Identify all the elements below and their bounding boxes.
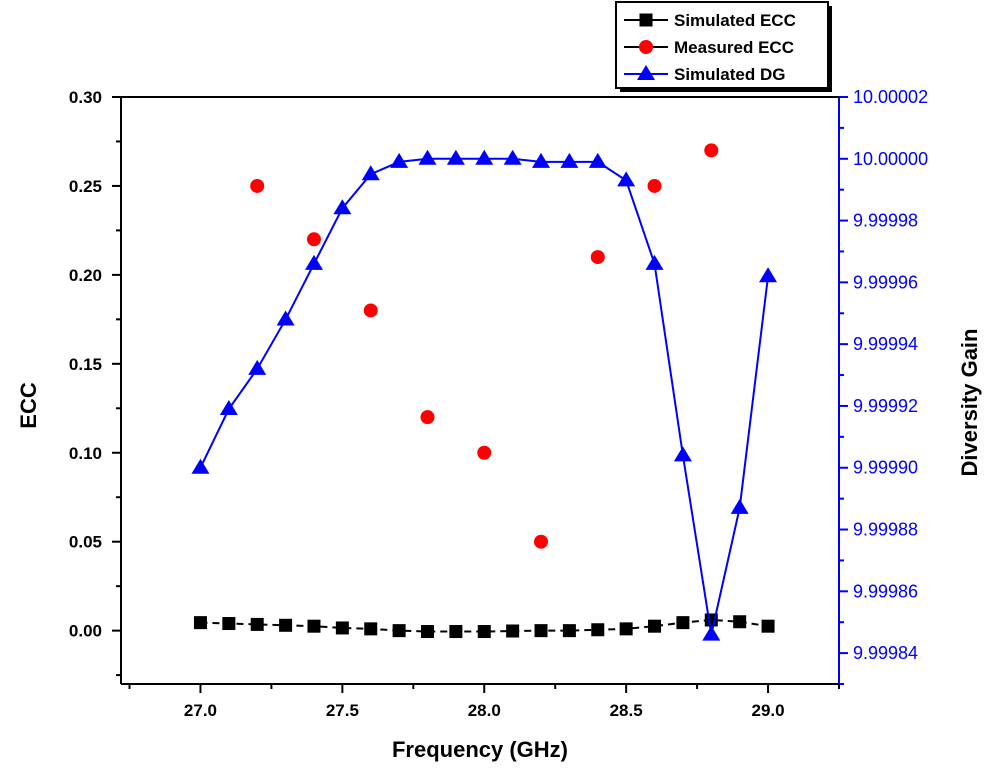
data-point-simulated-dg bbox=[503, 149, 522, 165]
x-axis: 27.0 27.5 28.0 28.5 29.0 bbox=[128, 684, 840, 720]
data-point-simulated-ecc bbox=[761, 619, 775, 633]
data-point-measured-ecc bbox=[363, 303, 378, 318]
data-point-simulated-ecc bbox=[335, 621, 349, 635]
data-point-simulated-ecc bbox=[591, 623, 605, 637]
data-point-simulated-dg bbox=[418, 149, 437, 165]
x-axis-title: Frequency (GHz) bbox=[392, 737, 568, 762]
legend-label-simulated-dg: Simulated DG bbox=[674, 65, 785, 84]
y2-tick-label: 9.99994 bbox=[853, 334, 918, 354]
data-point-simulated-dg bbox=[304, 254, 323, 270]
data-point-simulated-ecc bbox=[420, 625, 434, 639]
y-tick-label: 0.20 bbox=[69, 266, 102, 285]
data-point-measured-ecc bbox=[704, 143, 719, 158]
data-point-simulated-dg bbox=[191, 458, 210, 474]
data-point-simulated-ecc bbox=[250, 617, 264, 631]
y2-tick-label: 9.99988 bbox=[853, 520, 918, 540]
data-point-simulated-ecc bbox=[392, 624, 406, 638]
data-point-simulated-dg bbox=[248, 359, 267, 375]
data-point-simulated-dg bbox=[645, 254, 664, 270]
data-point-simulated-dg bbox=[333, 199, 352, 215]
data-point-measured-ecc bbox=[420, 410, 435, 425]
data-point-simulated-dg bbox=[219, 400, 238, 416]
legend-marker-simulated-ecc bbox=[639, 13, 653, 27]
data-point-simulated-dg bbox=[673, 446, 692, 462]
series-line-simulated-dg bbox=[199, 157, 770, 635]
series-measured-ecc bbox=[250, 143, 719, 549]
data-point-simulated-ecc bbox=[648, 619, 662, 633]
data-point-simulated-dg bbox=[560, 152, 579, 168]
data-point-measured-ecc bbox=[647, 178, 662, 193]
data-point-measured-ecc bbox=[590, 250, 605, 265]
y2-tick-label: 10.00000 bbox=[853, 149, 928, 169]
legend-marker-measured-ecc bbox=[639, 40, 653, 54]
data-point-simulated-ecc bbox=[477, 625, 491, 639]
data-point-simulated-ecc bbox=[562, 624, 576, 638]
data-point-simulated-dg bbox=[390, 152, 409, 168]
data-point-simulated-ecc bbox=[506, 624, 520, 638]
y2-tick-label: 9.99998 bbox=[853, 211, 918, 231]
data-point-simulated-ecc bbox=[733, 615, 747, 629]
x-tick-label: 27.5 bbox=[326, 701, 359, 720]
data-point-simulated-ecc bbox=[619, 622, 633, 636]
x-tick-label: 28.0 bbox=[468, 701, 501, 720]
legend-marker-simulated-dg bbox=[637, 65, 655, 80]
y-tick-label: 0.15 bbox=[69, 355, 102, 374]
y2-tick-label: 9.99984 bbox=[853, 643, 918, 663]
series-simulated-ecc bbox=[193, 613, 775, 639]
data-point-simulated-dg bbox=[702, 625, 721, 641]
y-tick-label: 0.05 bbox=[69, 533, 102, 552]
x-tick-label: 27.0 bbox=[184, 701, 217, 720]
data-point-simulated-ecc bbox=[364, 622, 378, 636]
data-point-simulated-dg bbox=[617, 171, 636, 187]
y2-tick-label: 9.99992 bbox=[853, 396, 918, 416]
series-layer bbox=[191, 143, 778, 641]
y2-tick-label: 9.99996 bbox=[853, 272, 918, 292]
data-point-simulated-ecc bbox=[222, 617, 236, 631]
data-point-measured-ecc bbox=[306, 232, 321, 247]
data-point-simulated-dg bbox=[276, 310, 295, 326]
data-point-simulated-dg bbox=[759, 267, 778, 283]
y-tick-label: 0.30 bbox=[69, 88, 102, 107]
data-point-simulated-ecc bbox=[279, 618, 293, 632]
data-point-measured-ecc bbox=[250, 178, 265, 193]
data-point-simulated-dg bbox=[446, 149, 465, 165]
y2-tick-label: 9.99990 bbox=[853, 458, 918, 478]
y2-tick-label: 10.00002 bbox=[853, 87, 928, 107]
data-point-simulated-ecc bbox=[449, 625, 463, 639]
data-point-measured-ecc bbox=[534, 534, 549, 549]
series-simulated-dg bbox=[191, 149, 778, 641]
data-point-simulated-dg bbox=[361, 165, 380, 181]
x-tick-label: 28.5 bbox=[610, 701, 643, 720]
legend-label-measured-ecc: Measured ECC bbox=[674, 38, 794, 57]
legend: Simulated ECC Measured ECC Simulated DG bbox=[615, 1, 832, 92]
x-tick-label: 29.0 bbox=[752, 701, 785, 720]
data-point-simulated-dg bbox=[532, 152, 551, 168]
data-point-simulated-dg bbox=[475, 149, 494, 165]
data-point-measured-ecc bbox=[477, 445, 492, 460]
y2-tick-label: 9.99986 bbox=[853, 581, 918, 601]
y-axis-right: 9.99984 9.99986 9.99988 9.99990 9.99992 9.999… bbox=[839, 87, 928, 685]
series-line-simulated-ecc bbox=[200, 618, 769, 633]
y-axis-title: ECC bbox=[16, 382, 41, 429]
y-tick-label: 0.10 bbox=[69, 444, 102, 463]
data-point-simulated-dg bbox=[730, 498, 749, 514]
legend-label-simulated-ecc: Simulated ECC bbox=[674, 11, 796, 30]
data-point-simulated-ecc bbox=[534, 624, 548, 638]
data-point-simulated-ecc bbox=[193, 616, 207, 630]
data-point-simulated-dg bbox=[588, 152, 607, 168]
y-tick-label: 0.25 bbox=[69, 177, 102, 196]
y-tick-label: 0.00 bbox=[69, 622, 102, 641]
data-point-simulated-ecc bbox=[307, 619, 321, 633]
data-point-simulated-ecc bbox=[676, 616, 690, 630]
y-axis-left: 0.00 0.05 0.10 0.15 0.20 0.25 0.30 bbox=[69, 88, 121, 677]
plot-frame bbox=[120, 96, 840, 685]
y2-axis-title: Diversity Gain bbox=[957, 329, 982, 477]
